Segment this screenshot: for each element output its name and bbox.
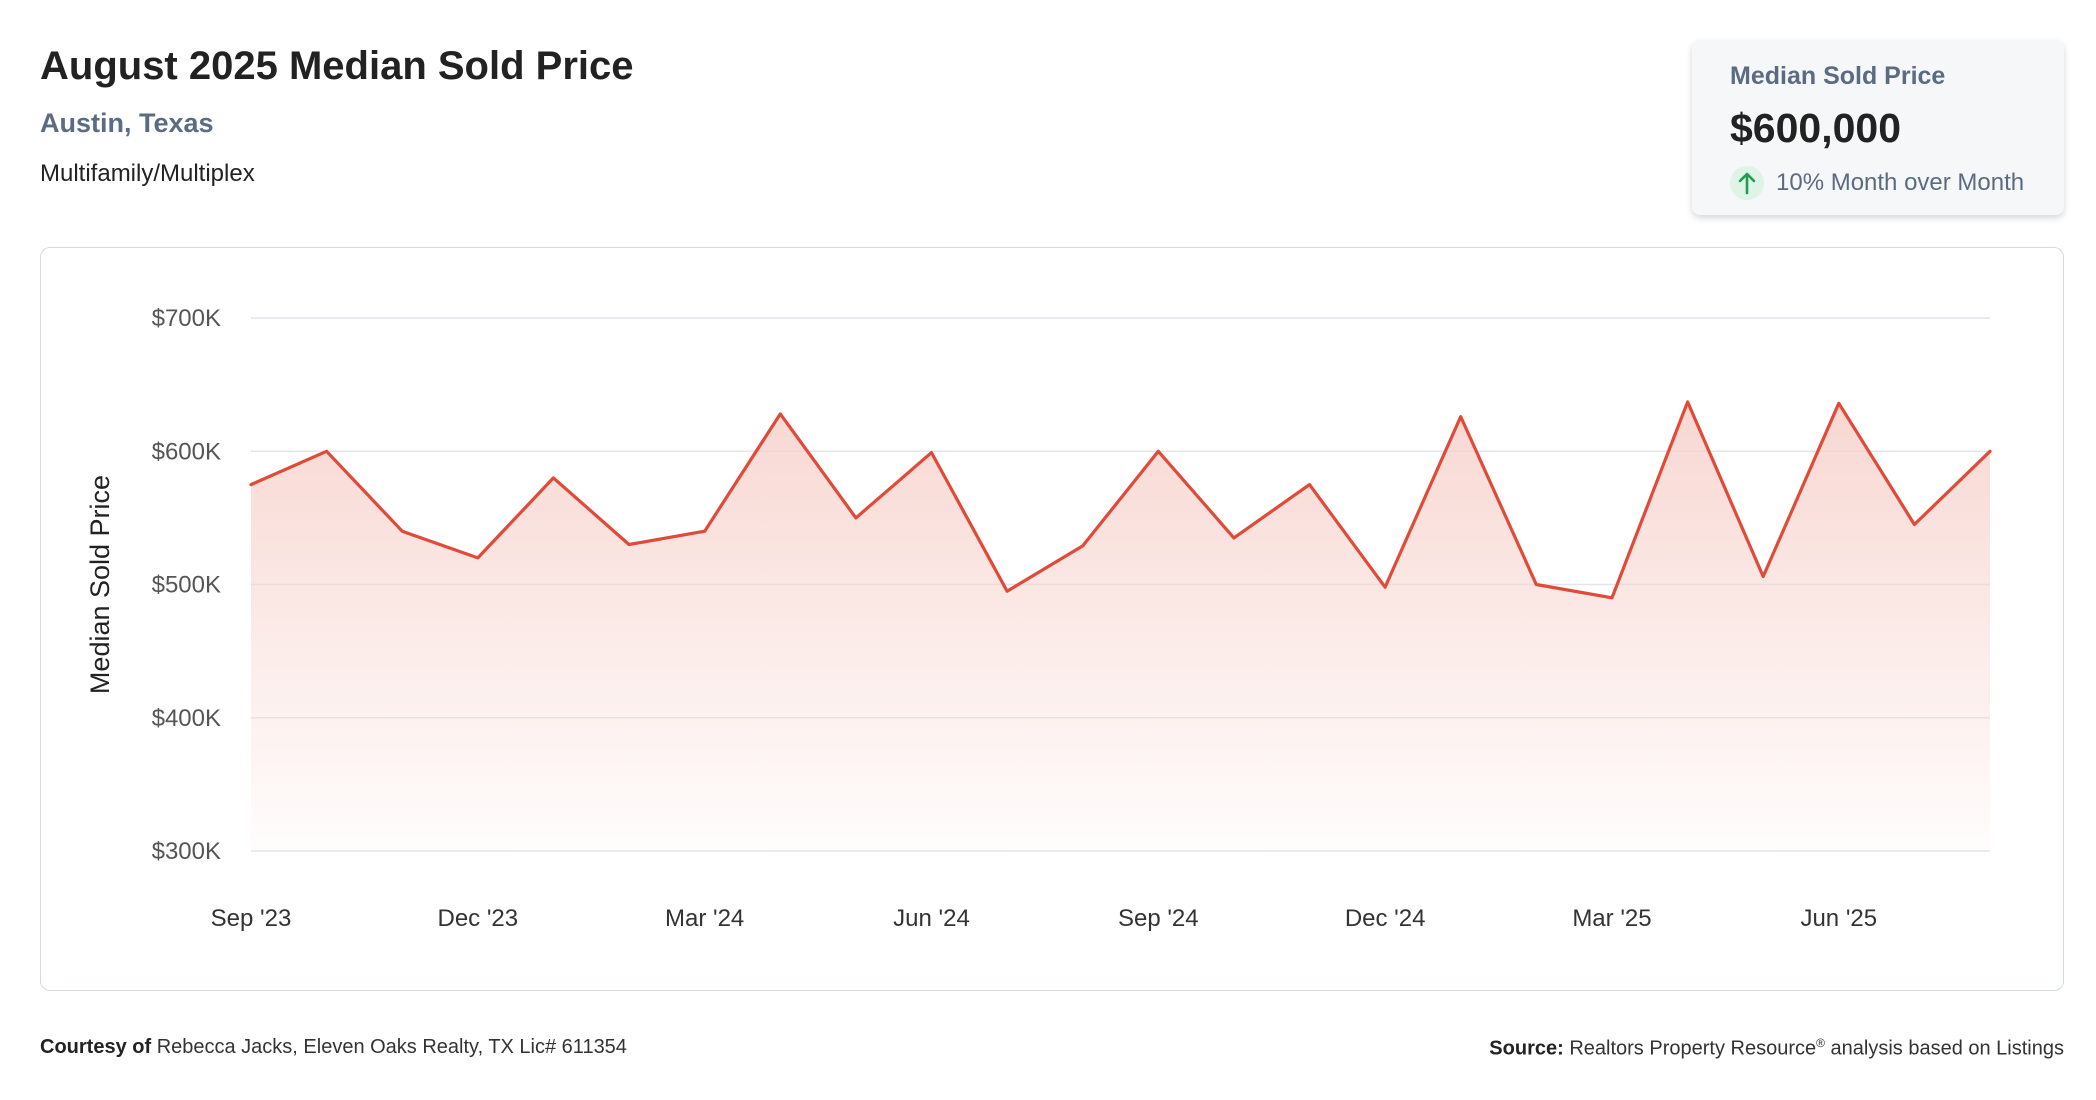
kpi-change-text: 10% Month over Month <box>1776 169 2025 196</box>
x-tick-label: Mar '24 <box>665 905 744 932</box>
x-tick-label: Sep '24 <box>1118 905 1199 932</box>
kpi-change: 10% Month over Month <box>1730 166 2064 200</box>
chart-card: $300K $400K $500K $600K $700K Sep '23 Dec '23 M… <box>40 247 2064 991</box>
x-tick-label: Mar '25 <box>1572 905 1651 932</box>
registered-mark: ® <box>1816 1036 1825 1050</box>
kpi-card: Median Sold Price $600,000 10% Month ove… <box>1692 40 2064 215</box>
source-footer: Source: Realtors Property Resource® anal… <box>1489 1036 2064 1061</box>
source-text: Realtors Property Resource <box>1569 1037 1817 1060</box>
y-tick-label: $500K <box>152 572 221 599</box>
x-tick-label: Jun '24 <box>893 905 970 932</box>
courtesy-label: Courtesy of <box>40 1036 152 1058</box>
x-tick-label: Jun '25 <box>1800 905 1877 932</box>
property-type-label: Multifamily/Multiplex <box>40 160 255 187</box>
median-price-chart: $300K $400K $500K $600K $700K Sep '23 Dec '23 M… <box>85 305 1992 932</box>
x-tick-label: Sep '23 <box>211 905 292 932</box>
y-tick-label: $700K <box>152 305 221 332</box>
arrow-up-icon <box>1730 166 1764 200</box>
y-tick-label: $300K <box>152 838 221 865</box>
x-tick-label: Dec '24 <box>1345 905 1426 932</box>
courtesy-footer: Courtesy of Rebecca Jacks, Eleven Oaks R… <box>40 1036 627 1059</box>
series-line <box>249 400 1992 600</box>
courtesy-text: Rebecca Jacks, Eleven Oaks Realty, TX Li… <box>156 1036 627 1058</box>
kpi-label: Median Sold Price <box>1730 62 1946 90</box>
y-tick-label: $600K <box>152 438 221 465</box>
page-title: August 2025 Median Sold Price <box>40 44 634 88</box>
y-tick-label: $400K <box>152 705 221 732</box>
source-label: Source: <box>1489 1037 1564 1060</box>
x-tick-label: Dec '23 <box>438 905 519 932</box>
y-axis-label: Median Sold Price <box>85 475 115 694</box>
series-area <box>251 401 1990 851</box>
kpi-value: $600,000 <box>1730 105 1902 151</box>
location-label: Austin, Texas <box>40 108 214 138</box>
source-suffix: analysis based on Listings <box>1830 1037 2064 1060</box>
